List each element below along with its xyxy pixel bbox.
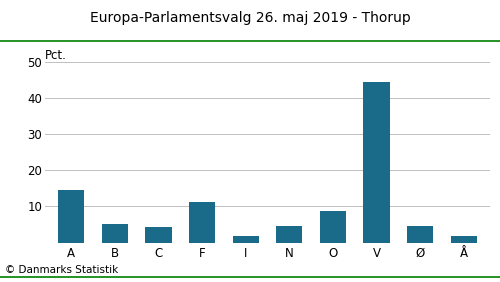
Bar	[450, 236, 477, 243]
Bar	[102, 224, 128, 243]
Bar	[146, 227, 172, 243]
Text: Europa-Parlamentsvalg 26. maj 2019 - Thorup: Europa-Parlamentsvalg 26. maj 2019 - Tho…	[90, 11, 410, 25]
Text: Pct.: Pct.	[45, 49, 67, 62]
Bar	[364, 82, 390, 243]
Bar	[232, 236, 259, 243]
Bar	[407, 226, 434, 243]
Bar	[58, 190, 84, 243]
Text: © Danmarks Statistik: © Danmarks Statistik	[5, 265, 118, 275]
Bar	[320, 211, 346, 243]
Bar	[276, 226, 302, 243]
Bar	[189, 202, 215, 243]
